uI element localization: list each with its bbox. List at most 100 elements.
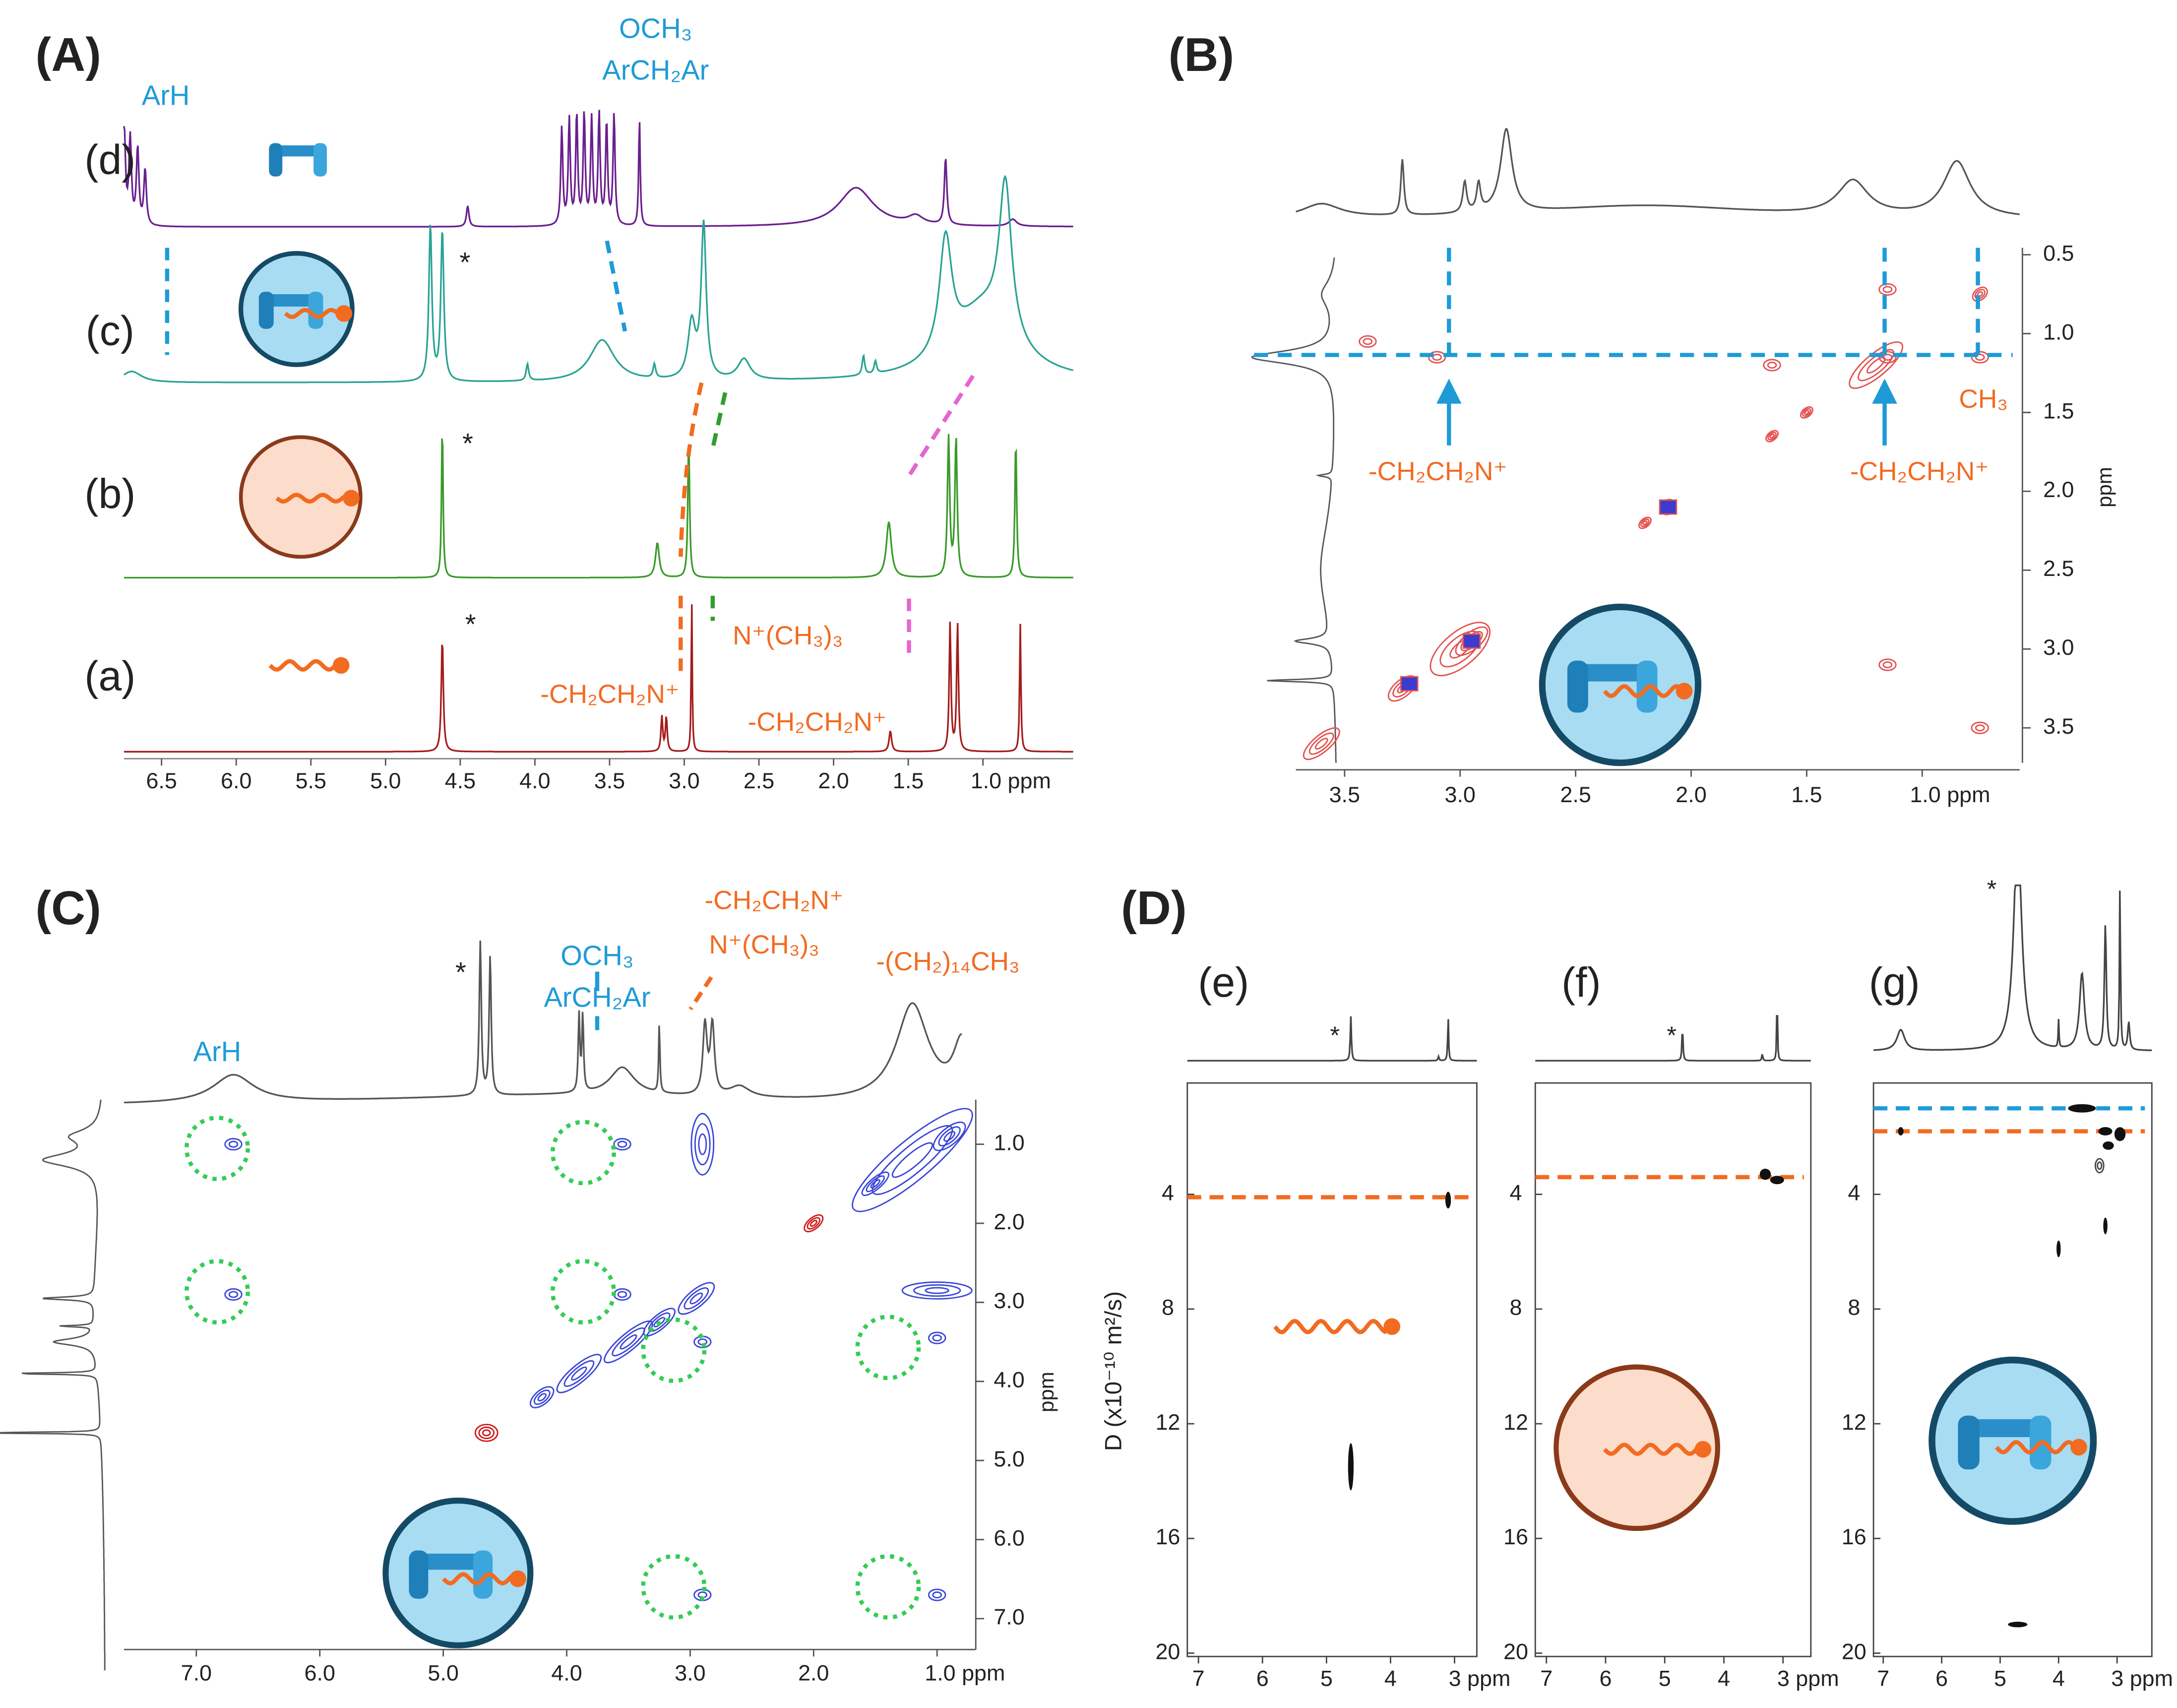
y-tick-label: 12 [1503,1409,1528,1435]
x-tick-label: 1.5 [893,768,924,793]
star: * [459,247,470,278]
label: N⁺(CH₃)₃ [709,930,819,959]
contour [2098,1127,2113,1136]
y-tick-label: 12 [1155,1409,1180,1435]
y-tick-label: 8 [1509,1295,1522,1320]
contour [478,1426,495,1439]
contour [1878,351,1897,364]
contour [690,1113,715,1176]
trace-label: (b) [84,470,135,517]
contour [1769,434,1775,439]
contour [804,1214,824,1233]
contour [1359,335,1377,348]
contour [2097,1161,2103,1170]
y-tick-label: 12 [1842,1409,1866,1435]
plot-frame [1872,1082,2153,1657]
x-tick-label: 3.5 [594,768,625,793]
subpanel-label: (f) [1561,959,1601,1006]
host-circle [238,251,355,367]
contour [482,1429,491,1437]
x-tick-label: 4 [2053,1666,2065,1691]
contour [1640,518,1650,527]
cavitand-wall [1567,660,1588,713]
x-tick-label: 6 [1599,1666,1612,1691]
label: -CH₂CH₂N⁺ [1850,457,1989,486]
axis-label: ppm [2093,467,2116,507]
chain [268,659,337,672]
chain-head [1676,683,1693,699]
x-tick-label: 5 [1994,1666,2006,1691]
x-tick-label: 6.0 [305,1660,335,1686]
cavitand-wall [313,143,327,177]
chain [1603,684,1679,698]
contour [1882,354,1893,361]
cavitand-bar [1965,1419,2044,1438]
x-tick-label: 4.5 [445,768,476,793]
contour [571,1366,587,1381]
contour [224,1138,243,1151]
trace-label: (a) [84,653,135,699]
highlight-circle [184,1116,250,1181]
x-tick-label: 6 [1256,1666,1269,1691]
contour [224,1288,243,1301]
contour [643,1308,676,1337]
x-tick-label: 1.0 ppm [925,1660,1005,1686]
spectrum [123,110,1073,228]
contour [1432,354,1442,361]
trace-label: (d) [84,136,135,183]
cavitand-wall [473,1550,493,1599]
highlight-circle [641,1317,707,1383]
label: -(CH₂)₁₄CH₃ [876,947,1019,976]
x-tick-label: 4 [1384,1666,1397,1691]
contour [1974,289,1986,300]
spectrum [1873,884,2152,1052]
x-tick-label: 2.0 [1676,782,1706,807]
chain [275,493,346,504]
contour [852,1108,973,1212]
contour [1802,408,1811,417]
y-tick-label: 4 [1162,1180,1174,1205]
contour [228,1140,239,1148]
label: CH₃ [1959,384,2008,414]
x-tick-label: 6.0 [221,768,251,793]
x-tick-label: 7 [1877,1666,1889,1691]
y-tick-label: 1.0 [2043,319,2074,344]
x-tick-label: 7.0 [181,1660,212,1686]
x-tick-label: 1.5 [1791,782,1822,807]
y-tick-label: 3.0 [2043,634,2074,660]
contour [617,1291,627,1298]
arrow-head [1436,379,1462,404]
contour [613,1138,631,1151]
spectrum [124,434,1073,579]
y-tick-label: 2.0 [994,1209,1024,1234]
contour [2094,1158,2105,1174]
dash-guide [679,382,704,557]
label: N⁺(CH₃)₃ [733,621,843,650]
spectrum [124,941,962,1104]
contour [1638,516,1652,529]
contour [891,1142,933,1178]
cavitand-wall [1958,1415,1980,1470]
y-tick-label: 8 [1162,1295,1174,1320]
contour [530,1386,555,1408]
contour [1898,1127,1904,1136]
y-tick-label: 6.0 [994,1525,1024,1550]
chain-head [335,305,353,322]
axis-label: D (x10⁻¹⁰ m²/s) [1100,1291,1126,1451]
cavitand-wall [258,292,274,329]
y-tick-label: 2.0 [2043,477,2074,502]
x-tick-label: 7 [1540,1666,1553,1691]
y-tick-label: 4 [1509,1180,1522,1205]
contour [1882,286,1893,293]
contour [678,1282,715,1315]
x-tick-label: 3 ppm [1449,1666,1511,1691]
label: OCH₃ [619,13,692,44]
micelle-circle [1554,1364,1720,1531]
y-tick-label: 1.0 [994,1130,1024,1155]
y-tick-label: 16 [1842,1524,1866,1549]
y-tick-label: 20 [1842,1639,1866,1664]
contour [1428,351,1446,364]
chain [442,1572,513,1585]
x-tick-label: 2.0 [818,768,849,793]
